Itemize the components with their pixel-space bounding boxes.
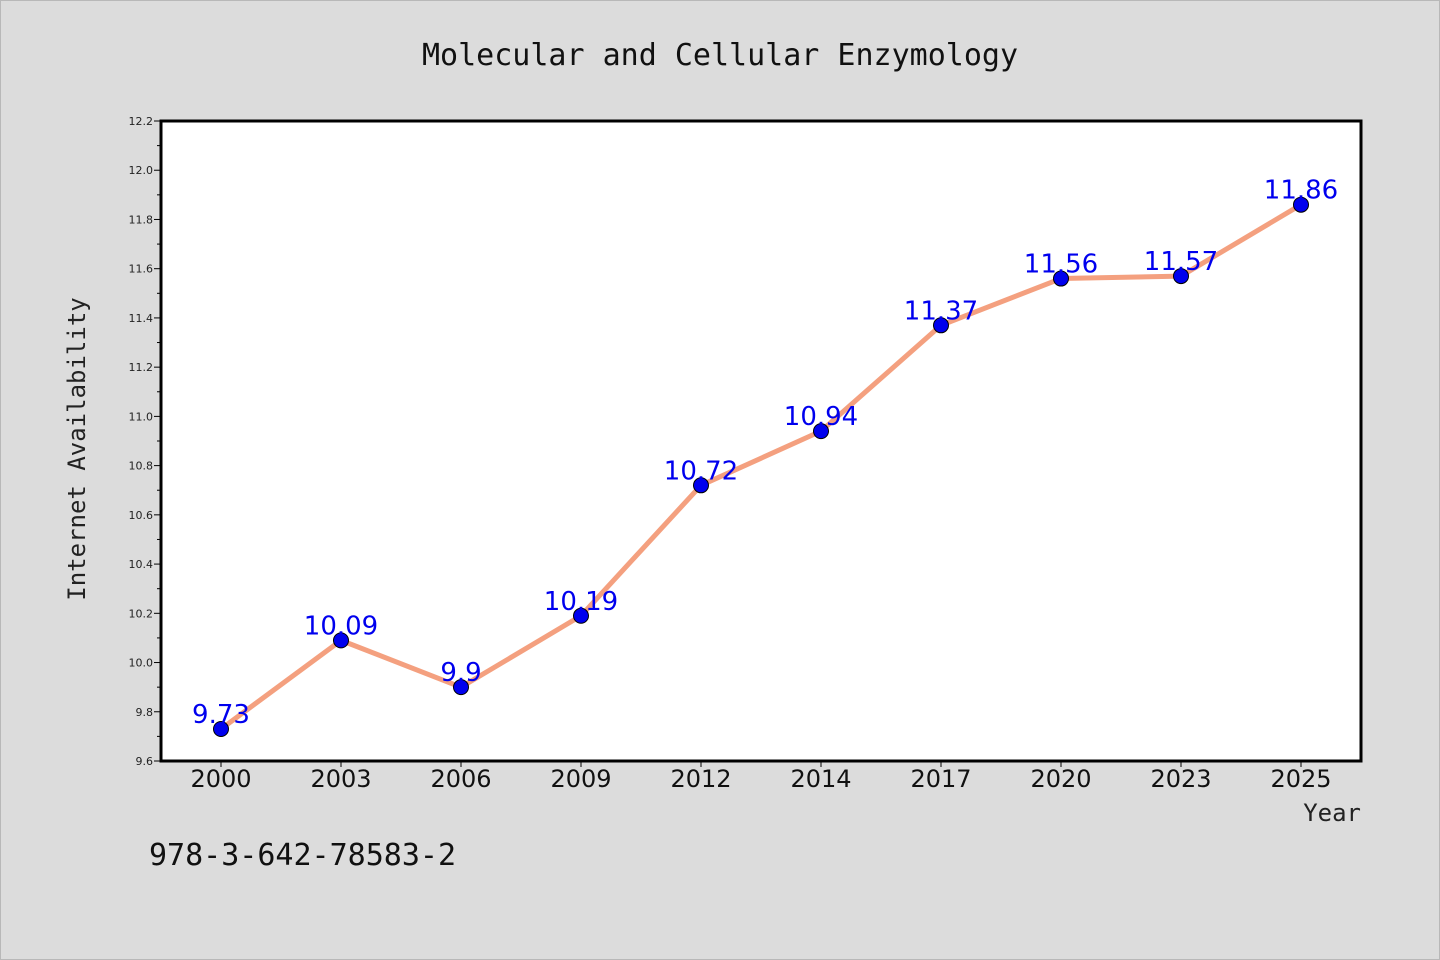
x-tick-label: 2000 — [190, 765, 251, 793]
data-point — [333, 632, 349, 649]
data-label: 9.73 — [192, 700, 250, 730]
y-tick-label: 9.6 — [136, 755, 154, 768]
y-tick-label: 12.0 — [129, 164, 154, 177]
data-label: 10.19 — [544, 587, 618, 617]
x-axis-label: Year — [1303, 799, 1361, 827]
series-markers — [213, 196, 1309, 737]
data-point — [693, 477, 709, 494]
x-tick-label: 2017 — [910, 765, 971, 793]
y-tick-label: 11.2 — [129, 361, 154, 374]
data-label: 11.57 — [1144, 247, 1218, 277]
data-label: 9.9 — [440, 658, 481, 688]
chart-title: Molecular and Cellular Enzymology — [422, 38, 1018, 73]
x-tick-label: 2014 — [790, 765, 851, 793]
x-tick-label: 2023 — [1150, 765, 1211, 793]
x-tick-label: 2009 — [550, 765, 611, 793]
y-tick-label: 12.2 — [129, 115, 154, 128]
y-tick-label: 9.8 — [136, 706, 154, 719]
x-tick-label: 2006 — [430, 765, 491, 793]
isbn-text: 978-3-642-78583-2 — [149, 838, 456, 873]
data-label: 10.72 — [664, 456, 738, 486]
y-tick-label: 10.0 — [129, 657, 154, 670]
y-tick-label: 11.6 — [129, 263, 154, 276]
plot-area — [159, 119, 1363, 763]
y-tick-label: 10.6 — [129, 509, 154, 522]
data-point — [573, 607, 589, 624]
y-axis-label: Internet Availability — [63, 297, 91, 600]
data-point — [1173, 268, 1189, 285]
data-point — [213, 721, 229, 737]
y-tick-label: 11.0 — [129, 410, 154, 423]
x-tick-label: 2020 — [1030, 765, 1091, 793]
data-point — [813, 423, 829, 440]
data-point — [933, 317, 949, 334]
data-label: 11.56 — [1024, 250, 1098, 280]
x-axis-ticks: 2000 2003 2006 2009 2012 2014 2017 2020 2023 2025 — [190, 761, 1332, 793]
data-label: 11.37 — [904, 296, 978, 326]
data-labels: 9.73 10.09 9.9 10.19 10.72 10.94 11.37 11.56 11.… — [192, 176, 1338, 730]
x-tick-label: 2025 — [1270, 765, 1331, 793]
data-label: 11.86 — [1264, 176, 1338, 206]
data-point — [1053, 270, 1069, 287]
x-tick-label: 2003 — [310, 765, 371, 793]
y-tick-label: 10.4 — [129, 558, 154, 571]
x-tick-label: 2012 — [670, 765, 731, 793]
data-point — [453, 679, 469, 696]
y-tick-label: 10.2 — [129, 607, 154, 620]
y-tick-label: 11.8 — [129, 213, 154, 226]
data-label: 10.94 — [784, 402, 858, 432]
data-point — [1293, 196, 1309, 213]
y-axis-ticks: 9.6 9.8 10.0 10.2 10.4 10.6 10.8 11.0 11.2 11.4 11… — [129, 115, 161, 768]
y-tick-label: 10.8 — [129, 460, 154, 473]
data-label: 10.09 — [304, 611, 378, 641]
series-line — [218, 202, 1304, 732]
y-tick-label: 11.4 — [129, 312, 154, 325]
